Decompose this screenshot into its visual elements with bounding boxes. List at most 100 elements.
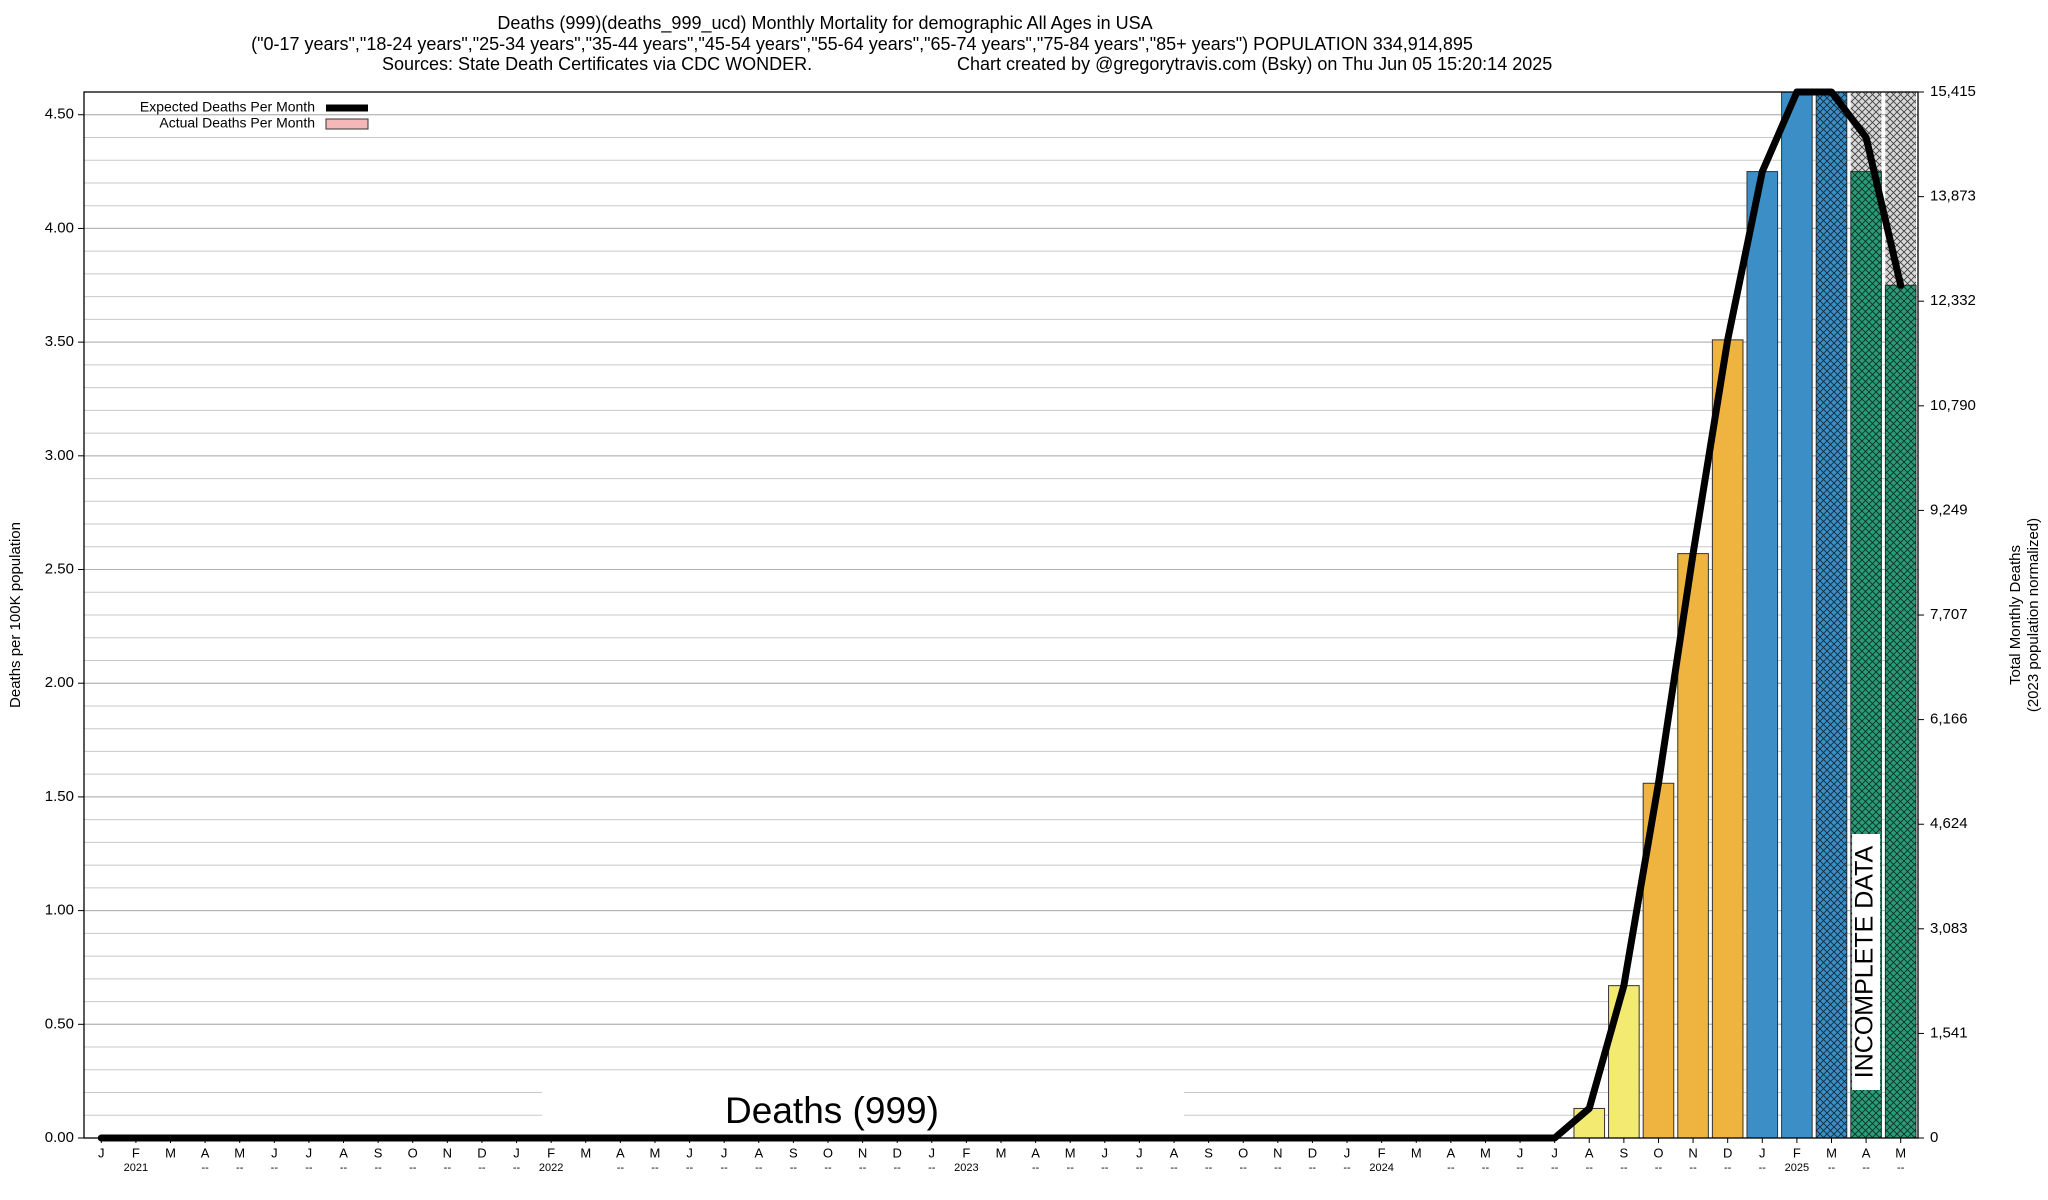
x-tick-label: J <box>1517 1145 1524 1160</box>
bar <box>1746 171 1779 1139</box>
x-tick-label: A <box>754 1145 763 1160</box>
x-tick-label: A <box>1031 1145 1040 1160</box>
x-tick-label: N <box>1273 1145 1282 1160</box>
x-sub-label: -- <box>1240 1162 1248 1174</box>
x-sub-label: -- <box>513 1162 521 1174</box>
x-sub-label: 2023 <box>954 1162 978 1174</box>
x-tick-label: J <box>98 1145 105 1160</box>
x-sub-label: -- <box>1101 1162 1109 1174</box>
x-sub-label: -- <box>1828 1162 1836 1174</box>
x-tick-label: J <box>929 1145 936 1160</box>
x-tick-label: J <box>686 1145 693 1160</box>
x-tick-label: J <box>1759 1145 1766 1160</box>
y-tick-label: 2.50 <box>45 560 74 577</box>
x-tick-label: N <box>858 1145 867 1160</box>
x-sub-label: -- <box>1309 1162 1317 1174</box>
x-sub-label: 2025 <box>1785 1162 1809 1174</box>
y-tick-label: 1.50 <box>45 788 74 805</box>
y2-tick-label: 10,790 <box>1930 397 1976 414</box>
x-sub-label: -- <box>1551 1162 1559 1174</box>
x-tick-label: S <box>789 1145 798 1160</box>
x-sub-label: -- <box>340 1162 348 1174</box>
y-tick-label: 4.00 <box>45 219 74 236</box>
y2-tick-label: 1,541 <box>1930 1024 1968 1041</box>
x-sub-label: -- <box>1482 1162 1490 1174</box>
x-tick-label: M <box>1480 1145 1491 1160</box>
x-sub-label: -- <box>824 1162 832 1174</box>
x-tick-label: J <box>1344 1145 1351 1160</box>
x-tick-label: M <box>1895 1145 1906 1160</box>
x-sub-label: -- <box>617 1162 625 1174</box>
bar <box>1608 985 1640 1139</box>
x-tick-label: J <box>1551 1145 1558 1160</box>
x-tick-label: N <box>1688 1145 1697 1160</box>
x-sub-label: -- <box>305 1162 313 1174</box>
y-tick-label: 1.00 <box>45 902 74 919</box>
x-tick-label: A <box>201 1145 210 1160</box>
annotation-box <box>1852 834 1881 1090</box>
x-sub-label: -- <box>1689 1162 1697 1174</box>
legend-label: Actual Deaths Per Month <box>159 115 315 131</box>
y2-tick-label: 6,166 <box>1930 711 1968 728</box>
x-tick-label: J <box>513 1145 520 1160</box>
x-tick-label: F <box>1793 1145 1801 1160</box>
y-tick-label: 3.50 <box>45 333 74 350</box>
x-tick-label: S <box>1204 1145 1213 1160</box>
x-sub-label: -- <box>894 1162 902 1174</box>
x-sub-label: -- <box>1897 1162 1905 1174</box>
x-sub-label: -- <box>686 1162 694 1174</box>
x-sub-label: -- <box>1343 1162 1351 1174</box>
x-tick-label: S <box>374 1145 383 1160</box>
x-sub-label: 2022 <box>539 1162 563 1174</box>
y-tick-label: 0.00 <box>45 1129 74 1146</box>
x-tick-label: D <box>892 1145 901 1160</box>
bar-hatch <box>1816 92 1847 1138</box>
x-tick-label: F <box>962 1145 970 1160</box>
y-axis-title: Deaths per 100K population <box>7 522 24 708</box>
x-tick-label: N <box>443 1145 452 1160</box>
x-sub-label: -- <box>1655 1162 1663 1174</box>
bar <box>1711 339 1744 1139</box>
bar-hatch <box>1885 285 1916 1139</box>
x-tick-label: M <box>1826 1145 1837 1160</box>
y2-axis-title: Total Monthly Deaths <box>2007 545 2024 685</box>
x-tick-label: F <box>1378 1145 1386 1160</box>
x-tick-label: M <box>996 1145 1007 1160</box>
x-tick-label: F <box>132 1145 140 1160</box>
x-tick-label: D <box>1308 1145 1317 1160</box>
chart-title: Deaths (999)(deaths_999_ucd) Monthly Mor… <box>497 13 1152 34</box>
x-sub-label: -- <box>1759 1162 1767 1174</box>
x-sub-label: -- <box>201 1162 209 1174</box>
x-tick-label: A <box>616 1145 625 1160</box>
x-sub-label: -- <box>1620 1162 1628 1174</box>
x-sub-label: -- <box>859 1162 867 1174</box>
x-tick-label: M <box>650 1145 661 1160</box>
x-sub-label: -- <box>1032 1162 1040 1174</box>
x-sub-label: -- <box>1205 1162 1213 1174</box>
x-sub-label: 2021 <box>124 1162 148 1174</box>
x-sub-label: -- <box>1067 1162 1075 1174</box>
x-tick-label: M <box>165 1145 176 1160</box>
y2-tick-label: 3,083 <box>1930 920 1968 937</box>
x-tick-label: M <box>1411 1145 1422 1160</box>
x-sub-label: -- <box>374 1162 382 1174</box>
x-tick-label: F <box>547 1145 555 1160</box>
x-sub-label: -- <box>409 1162 417 1174</box>
x-tick-label: A <box>339 1145 348 1160</box>
x-sub-label: -- <box>1447 1162 1455 1174</box>
x-sub-label: 2024 <box>1369 1162 1393 1174</box>
legend-label: Expected Deaths Per Month <box>140 99 315 115</box>
x-tick-label: O <box>1653 1145 1663 1160</box>
x-sub-label: -- <box>1862 1162 1870 1174</box>
y-tick-label: 3.00 <box>45 447 74 464</box>
x-tick-label: M <box>1065 1145 1076 1160</box>
y-tick-label: 4.50 <box>45 106 74 123</box>
y2-axis-title: (2023 population normalized) <box>2025 518 2042 712</box>
incomplete-hatch <box>1885 92 1916 286</box>
x-sub-label: -- <box>1136 1162 1144 1174</box>
y2-tick-label: 4,624 <box>1930 815 1968 832</box>
x-tick-label: M <box>234 1145 245 1160</box>
x-tick-label: A <box>1862 1145 1871 1160</box>
x-sub-label: -- <box>444 1162 452 1174</box>
